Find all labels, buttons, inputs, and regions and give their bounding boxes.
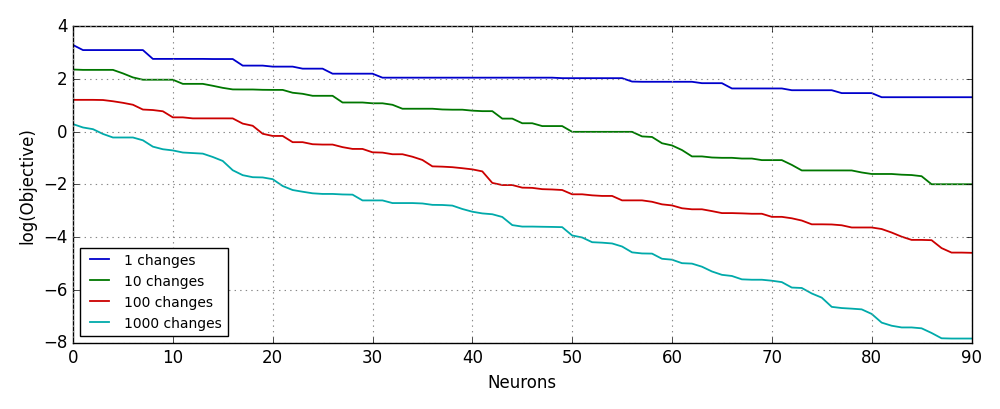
10 changes <box>177 82 189 87</box>
1000 changes <box>277 184 289 189</box>
1 changes <box>297 67 309 72</box>
1 changes <box>277 65 289 70</box>
100 changes <box>297 140 309 145</box>
1 changes <box>966 96 978 101</box>
Line: 10 changes: 10 changes <box>73 70 972 185</box>
1 changes <box>67 43 79 48</box>
Legend: 1 changes, 10 changes, 100 changes, 1000 changes: 1 changes, 10 changes, 100 changes, 1000… <box>80 248 228 336</box>
10 changes <box>956 182 968 187</box>
1000 changes <box>956 336 968 341</box>
100 changes <box>936 246 948 251</box>
1000 changes <box>966 336 978 341</box>
10 changes <box>297 92 309 97</box>
1 changes <box>946 96 958 101</box>
1000 changes <box>67 122 79 127</box>
Y-axis label: log(Objective): log(Objective) <box>18 126 36 243</box>
100 changes <box>277 134 289 139</box>
Line: 100 changes: 100 changes <box>73 101 972 253</box>
10 changes <box>966 182 978 187</box>
100 changes <box>966 251 978 256</box>
1000 changes <box>946 336 958 341</box>
10 changes <box>946 182 958 187</box>
10 changes <box>826 169 838 173</box>
X-axis label: Neurons: Neurons <box>488 373 557 391</box>
100 changes <box>826 222 838 227</box>
10 changes <box>277 88 289 93</box>
100 changes <box>67 98 79 103</box>
1000 changes <box>936 336 948 341</box>
100 changes <box>177 116 189 121</box>
1 changes <box>826 88 838 93</box>
1000 changes <box>297 190 309 195</box>
10 changes <box>67 68 79 73</box>
100 changes <box>946 251 958 256</box>
Line: 1 changes: 1 changes <box>73 46 972 98</box>
1 changes <box>876 96 888 101</box>
1000 changes <box>826 305 838 310</box>
1 changes <box>956 96 968 101</box>
1 changes <box>177 57 189 62</box>
Line: 1000 changes: 1000 changes <box>73 125 972 339</box>
1000 changes <box>177 151 189 155</box>
10 changes <box>926 182 938 187</box>
